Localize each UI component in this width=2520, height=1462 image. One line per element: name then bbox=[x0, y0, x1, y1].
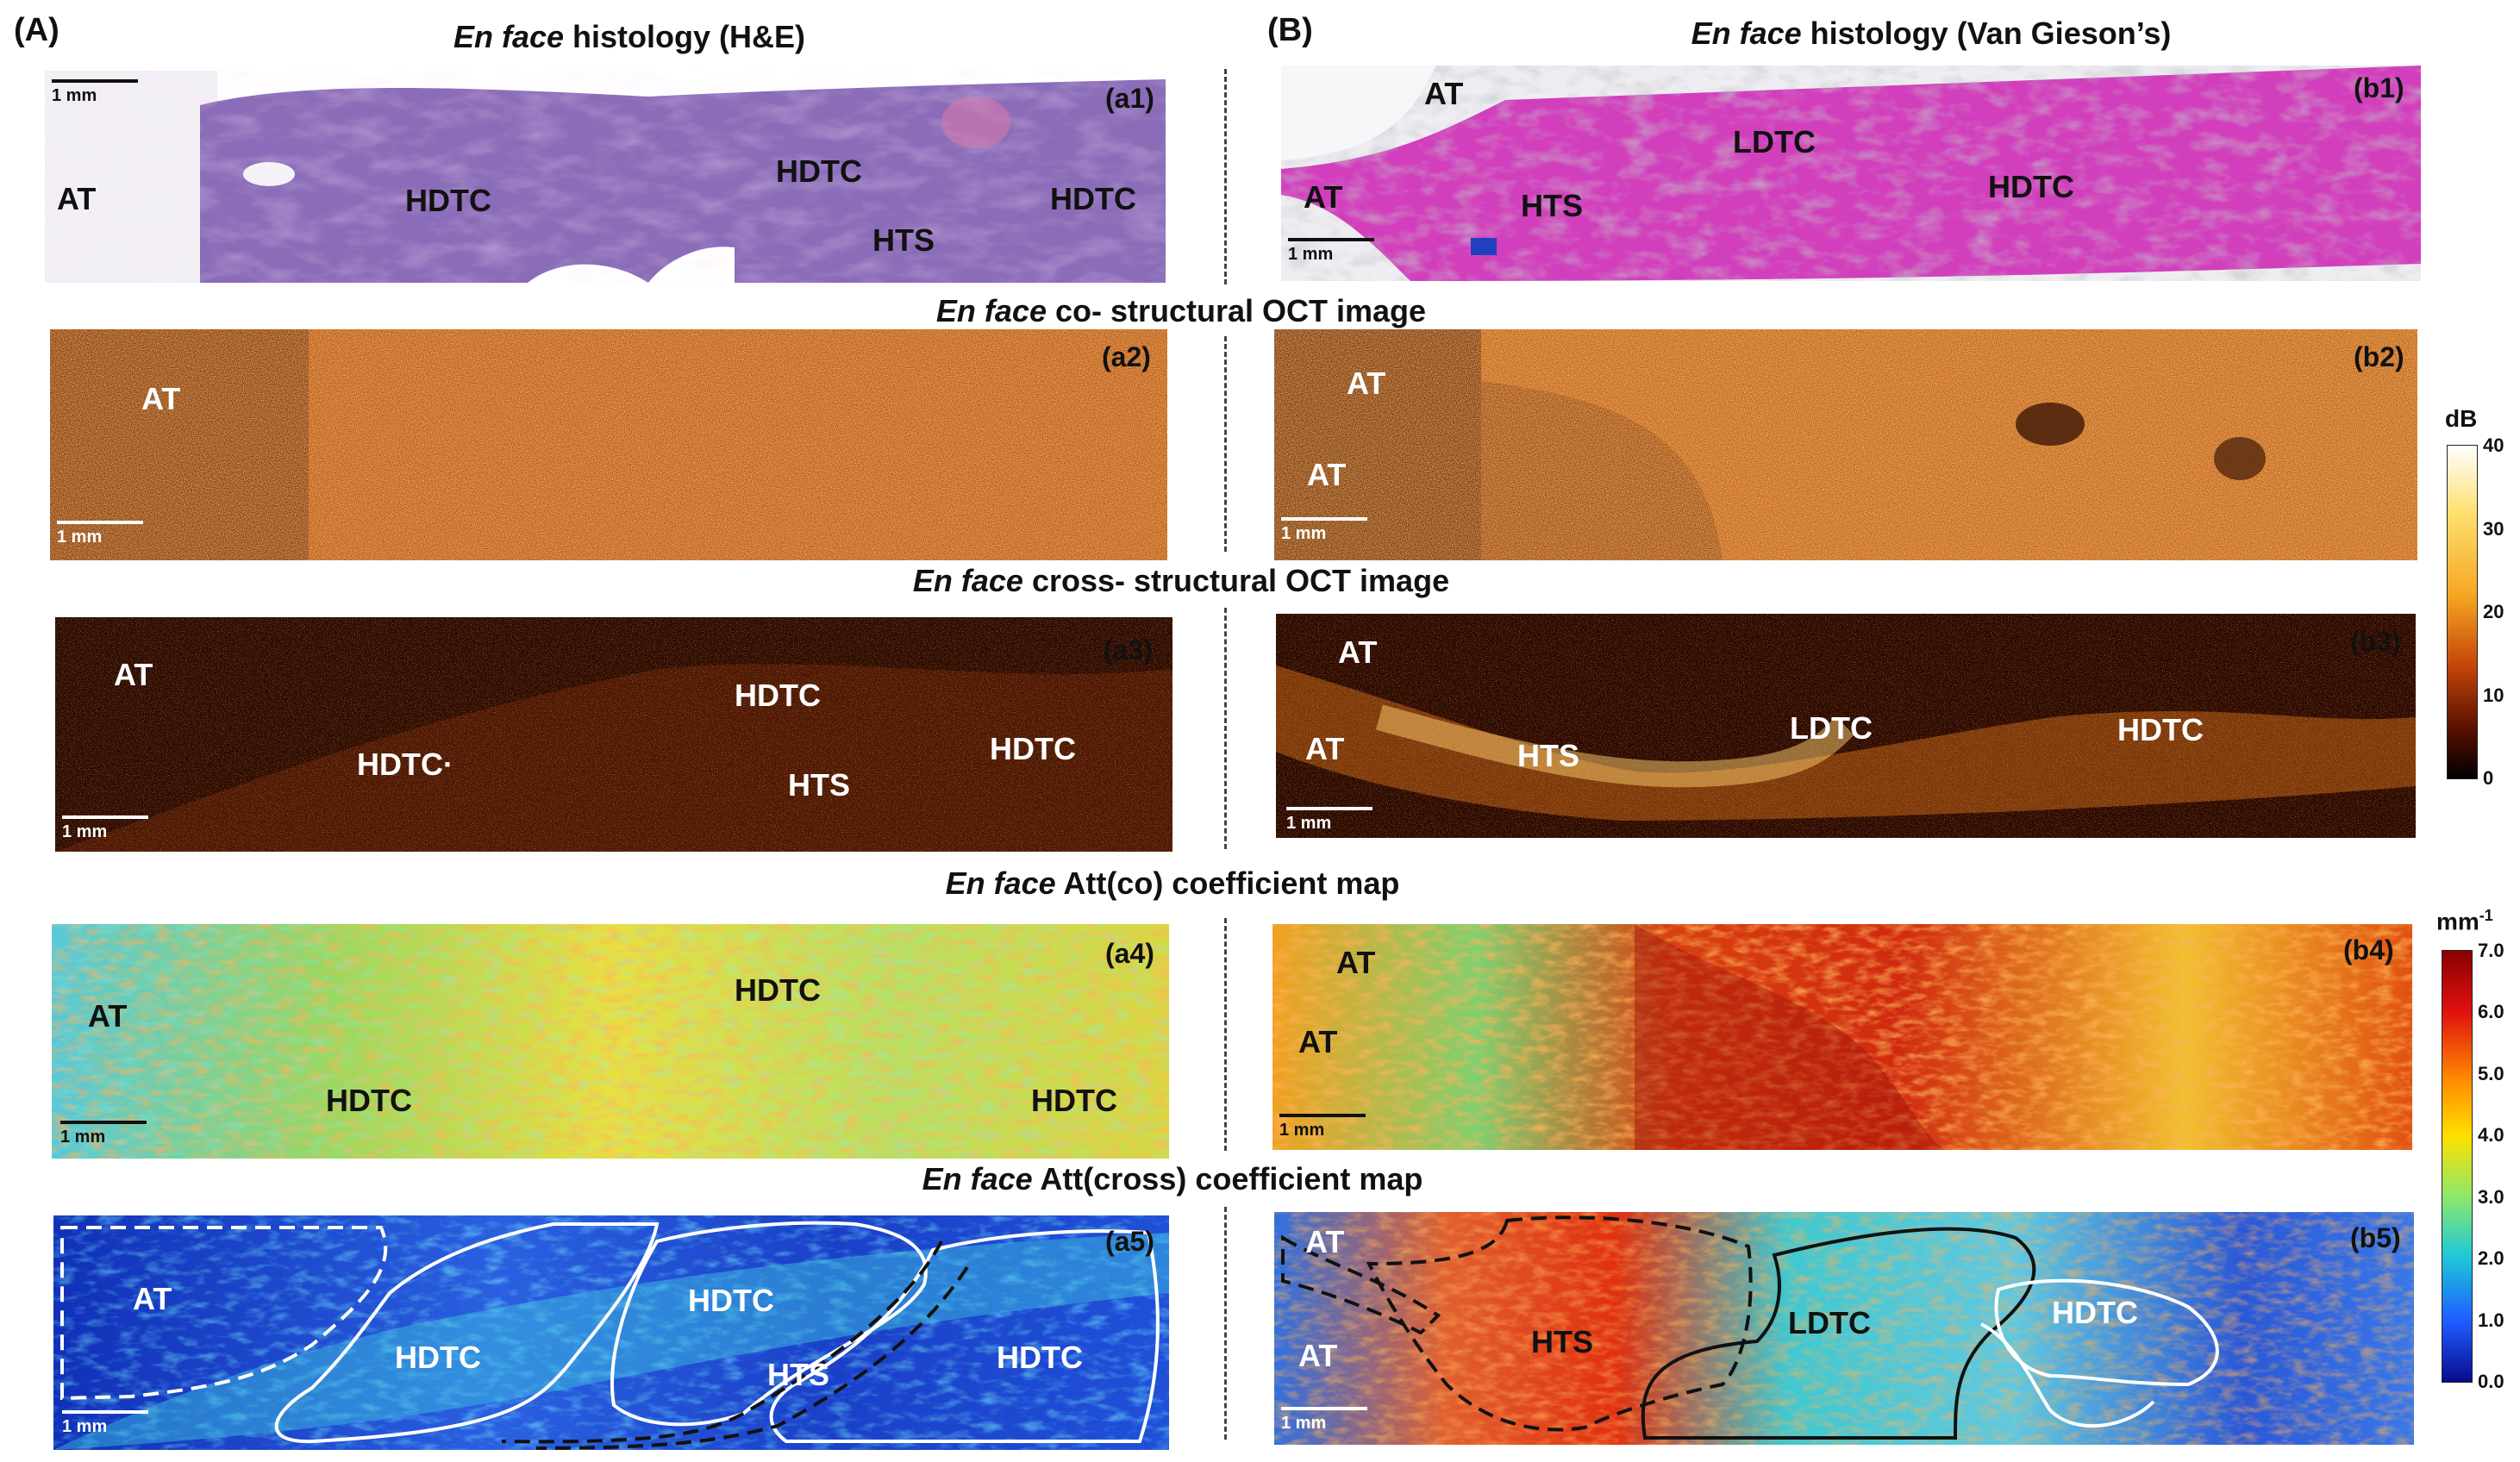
label-b1-ldtc: LDTC bbox=[1733, 124, 1816, 159]
colorbar-att-unit: mm-1 bbox=[2436, 907, 2493, 935]
label-b3-hdtc: HDTC bbox=[2117, 712, 2204, 747]
scalebar-a1: 1 mm bbox=[52, 79, 138, 106]
colorbar-att-tick-7: 0.0 bbox=[2478, 1371, 2504, 1392]
colorbar-db-tick-0: 40 bbox=[2483, 434, 2504, 456]
image-b3-cross-oct bbox=[1276, 614, 2416, 838]
label-b3-at-2: AT bbox=[1305, 731, 1345, 766]
label-b4-at-2: AT bbox=[1298, 1024, 1338, 1059]
label-b2-at-2: AT bbox=[1307, 457, 1347, 492]
image-b4-att-co bbox=[1273, 924, 2412, 1150]
colorbar-db bbox=[2447, 445, 2478, 779]
label-a3-at: AT bbox=[114, 657, 153, 692]
label-a1-hts: HTS bbox=[872, 222, 935, 258]
label-b2-at-1: AT bbox=[1347, 366, 1386, 401]
label-b3-at-1: AT bbox=[1338, 634, 1378, 670]
tag-b2: (b2) bbox=[2354, 341, 2404, 372]
scalebar-b2: 1 mm bbox=[1281, 517, 1367, 544]
title-he: En face histology (H&E) bbox=[453, 19, 806, 54]
label-b1-at-2: AT bbox=[1304, 179, 1343, 215]
label-a4-hdtc-3: HDTC bbox=[1031, 1083, 1117, 1118]
label-a2-at: AT bbox=[141, 381, 181, 416]
title-cross-oct: En face cross- structural OCT image bbox=[912, 563, 1450, 598]
tag-b3: (b3) bbox=[2350, 626, 2401, 657]
label-b4-at-1: AT bbox=[1336, 945, 1376, 980]
label-b3-ldtc: LDTC bbox=[1790, 710, 1873, 746]
label-a3-hdtc-2: HDTC bbox=[735, 678, 821, 713]
title-vg: En face histology (Van Gieson’s) bbox=[1691, 16, 2172, 51]
image-a3-cross-oct bbox=[55, 617, 1172, 852]
colorbar-att-tick-6: 1.0 bbox=[2478, 1309, 2504, 1331]
tag-b1: (b1) bbox=[2354, 72, 2404, 103]
image-a2-co-oct bbox=[50, 329, 1167, 560]
label-a1-hdtc-2: HDTC bbox=[776, 153, 862, 189]
scalebar-a2: 1 mm bbox=[57, 521, 143, 547]
label-a1-at: AT bbox=[57, 181, 97, 216]
label-b5-hdtc: HDTC bbox=[2052, 1295, 2138, 1330]
scalebar-b3: 1 mm bbox=[1286, 807, 1373, 834]
title-att-cross: En face Att(cross) coefficient map bbox=[922, 1161, 1423, 1196]
tag-b4: (b4) bbox=[2343, 934, 2394, 965]
colorbar-att-tick-4: 3.0 bbox=[2478, 1185, 2504, 1208]
colorbar-db-tick-3: 10 bbox=[2483, 684, 2504, 706]
colorbar-db-unit: dB bbox=[2445, 405, 2478, 432]
label-a3-hdtc-1: HDTC· bbox=[357, 747, 453, 782]
scalebar-b1: 1 mm bbox=[1288, 238, 1374, 265]
colorbar-db-tick-4: 0 bbox=[2483, 767, 2494, 789]
colorbar-att-tick-2: 5.0 bbox=[2478, 1062, 2504, 1084]
tag-a3: (a3) bbox=[1104, 634, 1153, 665]
title-att-co: En face Att(co) coefficient map bbox=[945, 865, 1400, 901]
label-a5-hdtc-3: HDTC bbox=[997, 1340, 1083, 1375]
tag-b5: (b5) bbox=[2350, 1222, 2401, 1253]
image-b1-vg-histology bbox=[1281, 66, 2421, 281]
label-a5-hdtc-1: HDTC bbox=[395, 1340, 481, 1375]
image-a4-att-co bbox=[52, 924, 1169, 1159]
scalebar-b5: 1 mm bbox=[1281, 1407, 1367, 1434]
label-a5-hdtc-2: HDTC bbox=[688, 1283, 774, 1318]
title-co-oct: En face co- structural OCT image bbox=[935, 293, 1427, 328]
label-b1-hdtc: HDTC bbox=[1988, 169, 2074, 204]
label-a4-hdtc-2: HDTC bbox=[735, 972, 821, 1008]
image-a1-he-histology bbox=[45, 71, 1166, 283]
colorbar-att-tick-5: 2.0 bbox=[2478, 1247, 2504, 1270]
panel-label-b: (B) bbox=[1267, 12, 1313, 48]
colorbar-att bbox=[2442, 950, 2473, 1383]
label-b5-at-1: AT bbox=[1305, 1224, 1345, 1259]
label-b5-hts: HTS bbox=[1531, 1324, 1593, 1359]
scalebar-a5: 1 mm bbox=[62, 1410, 148, 1437]
tag-a2: (a2) bbox=[1102, 341, 1151, 372]
label-a4-at: AT bbox=[88, 998, 128, 1034]
image-a5-att-cross bbox=[53, 1215, 1169, 1450]
label-a1-hdtc-3: HDTC bbox=[1050, 181, 1136, 216]
label-a4-hdtc-1: HDTC bbox=[326, 1083, 412, 1118]
label-b5-at-2: AT bbox=[1298, 1338, 1338, 1373]
colorbar-db-tick-2: 20 bbox=[2483, 601, 2504, 622]
scalebar-b4: 1 mm bbox=[1279, 1114, 1366, 1140]
tag-a5: (a5) bbox=[1105, 1226, 1154, 1257]
label-a3-hdtc-3: HDTC bbox=[990, 731, 1076, 766]
image-b5-att-cross bbox=[1274, 1212, 2414, 1445]
colorbar-att-tick-3: 4.0 bbox=[2478, 1124, 2504, 1146]
label-a1-hdtc-1: HDTC bbox=[405, 183, 491, 218]
label-a3-hts: HTS bbox=[788, 767, 850, 803]
label-a5-hts: HTS bbox=[767, 1357, 829, 1392]
label-b3-hts: HTS bbox=[1517, 738, 1579, 773]
label-b5-ldtc: LDTC bbox=[1788, 1305, 1871, 1340]
image-b2-co-oct bbox=[1274, 329, 2417, 560]
scalebar-a3: 1 mm bbox=[62, 815, 148, 842]
colorbar-db-tick-1: 30 bbox=[2483, 517, 2504, 540]
label-a5-at: AT bbox=[133, 1281, 172, 1316]
scalebar-a4: 1 mm bbox=[60, 1121, 147, 1147]
colorbar-att-tick-1: 6.0 bbox=[2478, 1001, 2504, 1023]
label-b1-hts: HTS bbox=[1521, 188, 1583, 223]
colorbar-att-tick-0: 7.0 bbox=[2478, 940, 2504, 961]
tag-a1: (a1) bbox=[1105, 83, 1154, 114]
panel-label-a: (A) bbox=[14, 12, 59, 48]
label-b1-at-1: AT bbox=[1424, 76, 1464, 111]
tag-a4: (a4) bbox=[1105, 938, 1154, 969]
